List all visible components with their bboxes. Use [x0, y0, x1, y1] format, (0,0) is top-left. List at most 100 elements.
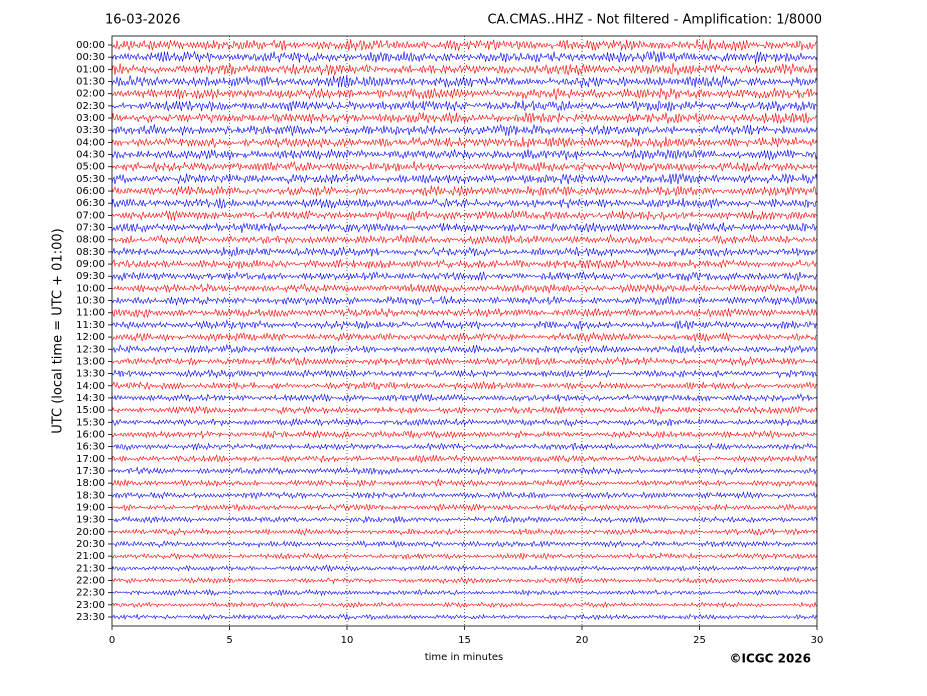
trace — [111, 478, 818, 488]
y-tick-label: 20:00 — [76, 527, 105, 538]
y-tick-label: 07:30 — [76, 223, 105, 234]
date-title: 16-03-2026 — [105, 13, 181, 28]
y-tick-label: 23:00 — [76, 600, 105, 611]
trace — [111, 369, 818, 379]
y-tick-label: 09:30 — [76, 271, 105, 282]
trace — [111, 539, 818, 549]
y-tick-label: 01:30 — [76, 77, 105, 88]
y-tick-label: 20:30 — [76, 539, 105, 550]
y-tick-label: 21:30 — [76, 563, 105, 574]
y-tick-label: 19:30 — [76, 515, 105, 526]
y-tick-label: 12:30 — [76, 344, 105, 355]
trace — [111, 161, 818, 173]
y-tick-label: 00:00 — [76, 40, 105, 51]
trace — [111, 233, 818, 246]
y-tick-label: 11:00 — [76, 308, 105, 319]
y-tick-label: 22:00 — [76, 575, 105, 586]
trace — [111, 62, 818, 76]
trace — [111, 417, 818, 428]
trace — [111, 282, 818, 295]
y-tick-label: 19:00 — [76, 502, 105, 513]
trace — [111, 343, 818, 355]
y-tick-label: 05:00 — [76, 162, 105, 173]
trace — [111, 454, 818, 464]
trace — [111, 123, 818, 137]
trace — [111, 246, 818, 258]
y-tick-label: 01:00 — [76, 64, 105, 75]
y-tick-label: 06:30 — [76, 198, 105, 209]
x-tick-label: 5 — [226, 635, 232, 646]
copyright: ©ICGC 2026 — [729, 652, 811, 666]
trace — [111, 111, 818, 125]
x-tick-label: 0 — [109, 635, 115, 646]
trace — [111, 503, 818, 512]
x-tick-label: 15 — [458, 635, 471, 646]
trace — [111, 136, 818, 149]
y-tick-label: 16:00 — [76, 429, 105, 440]
x-tick-label: 30 — [811, 635, 824, 646]
y-tick-label: 21:00 — [76, 551, 105, 562]
trace — [111, 197, 818, 209]
y-tick-label: 18:30 — [76, 490, 105, 501]
y-tick-label: 03:30 — [76, 125, 105, 136]
trace — [111, 601, 818, 609]
y-tick-label: 23:30 — [76, 612, 105, 623]
trace — [111, 466, 818, 476]
trace — [111, 490, 818, 500]
trace — [111, 75, 818, 89]
trace — [111, 392, 818, 403]
chart-title: CA.CMAS..HHZ - Not filtered - Amplificat… — [487, 13, 822, 28]
trace — [111, 564, 818, 573]
x-axis-label: time in minutes — [425, 652, 504, 663]
trace — [111, 515, 818, 524]
y-tick-label: 11:30 — [76, 320, 105, 331]
y-tick-label: 18:00 — [76, 478, 105, 489]
trace — [111, 172, 818, 185]
y-tick-label: 14:30 — [76, 393, 105, 404]
y-tick-label: 04:30 — [76, 150, 105, 161]
y-tick-label: 12:00 — [76, 332, 105, 343]
trace — [111, 442, 818, 451]
x-tick-label: 25 — [693, 635, 706, 646]
trace — [111, 87, 818, 100]
trace — [111, 307, 818, 319]
y-tick-label: 17:30 — [76, 466, 105, 477]
y-tick-label: 22:30 — [76, 588, 105, 599]
trace — [111, 355, 818, 367]
y-tick-label: 00:30 — [76, 52, 105, 63]
y-tick-label: 16:30 — [76, 442, 105, 453]
trace — [111, 576, 818, 585]
y-tick-label: 13:30 — [76, 369, 105, 380]
y-tick-label: 15:00 — [76, 405, 105, 416]
y-tick-label: 09:00 — [76, 259, 105, 270]
trace — [111, 258, 818, 269]
trace — [111, 209, 818, 222]
plot-frame — [111, 35, 818, 627]
trace — [111, 295, 818, 306]
trace — [111, 50, 818, 64]
y-tick-label: 02:30 — [76, 101, 105, 112]
y-tick-label: 08:30 — [76, 247, 105, 258]
trace — [111, 405, 818, 415]
trace — [111, 552, 818, 561]
y-tick-label: 05:30 — [76, 174, 105, 185]
y-tick-label: 10:30 — [76, 296, 105, 307]
x-tick-label: 20 — [576, 635, 589, 646]
x-tick-label: 10 — [341, 635, 354, 646]
y-tick-label: 10:00 — [76, 283, 105, 294]
trace — [111, 380, 818, 391]
y-tick-label: 17:00 — [76, 454, 105, 465]
y-tick-label: 13:00 — [76, 356, 105, 367]
y-axis-label: UTC (local time = UTC + 01:00) — [51, 228, 66, 433]
trace — [111, 331, 818, 343]
y-tick-label: 07:00 — [76, 210, 105, 221]
trace — [111, 148, 818, 161]
trace — [111, 527, 818, 536]
trace — [111, 100, 818, 112]
trace — [111, 319, 818, 331]
trace — [111, 185, 818, 197]
y-tick-label: 03:00 — [76, 113, 105, 124]
y-tick-label: 02:00 — [76, 89, 105, 100]
y-tick-label: 06:00 — [76, 186, 105, 197]
